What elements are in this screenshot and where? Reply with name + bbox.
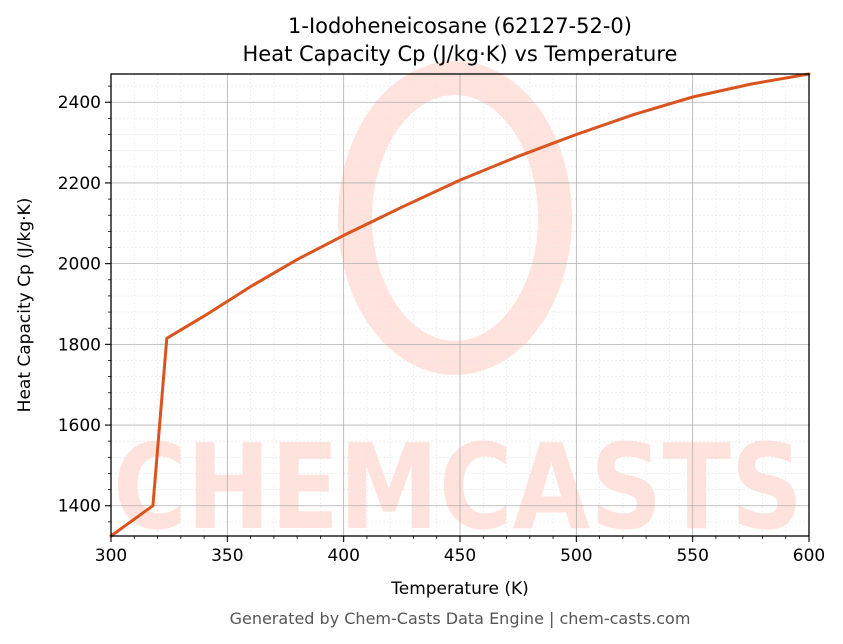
x-tick-label: 450 bbox=[444, 546, 476, 566]
y-axis-ticks: 1400 1600 1800 2000 2200 2400 bbox=[58, 85, 111, 523]
x-axis-label: Temperature (K) bbox=[390, 579, 529, 599]
x-tick-label: 300 bbox=[95, 546, 127, 566]
x-tick-label: 350 bbox=[211, 546, 243, 566]
y-tick-label: 1800 bbox=[58, 335, 101, 355]
y-tick-label: 2200 bbox=[58, 174, 101, 194]
y-tick-label: 1400 bbox=[58, 497, 101, 517]
x-axis-ticks: 300 350 400 450 500 550 600 bbox=[95, 536, 825, 566]
x-tick-label: 500 bbox=[560, 546, 592, 566]
chart-title: 1-Iodoheneicosane (62127-52-0) bbox=[288, 14, 632, 38]
watermark-swirl bbox=[338, 61, 572, 375]
watermark-text: CHEMCASTS bbox=[113, 418, 803, 556]
y-tick-label: 1600 bbox=[58, 416, 101, 436]
x-tick-label: 600 bbox=[793, 546, 825, 566]
y-tick-label: 2000 bbox=[58, 255, 101, 275]
cp-series-line bbox=[109, 72, 811, 538]
footer-credit: Generated by Chem-Casts Data Engine | ch… bbox=[230, 609, 691, 628]
y-axis-label: Heat Capacity Cp (J/kg·K) bbox=[15, 198, 35, 413]
x-tick-label: 400 bbox=[327, 546, 359, 566]
x-tick-label: 550 bbox=[676, 546, 708, 566]
series-layer bbox=[109, 72, 811, 538]
y-tick-label: 2400 bbox=[58, 93, 101, 113]
chemcasts-watermark: CHEMCASTS bbox=[113, 61, 803, 556]
chart-subtitle: Heat Capacity Cp (J/kg·K) vs Temperature bbox=[243, 42, 678, 66]
